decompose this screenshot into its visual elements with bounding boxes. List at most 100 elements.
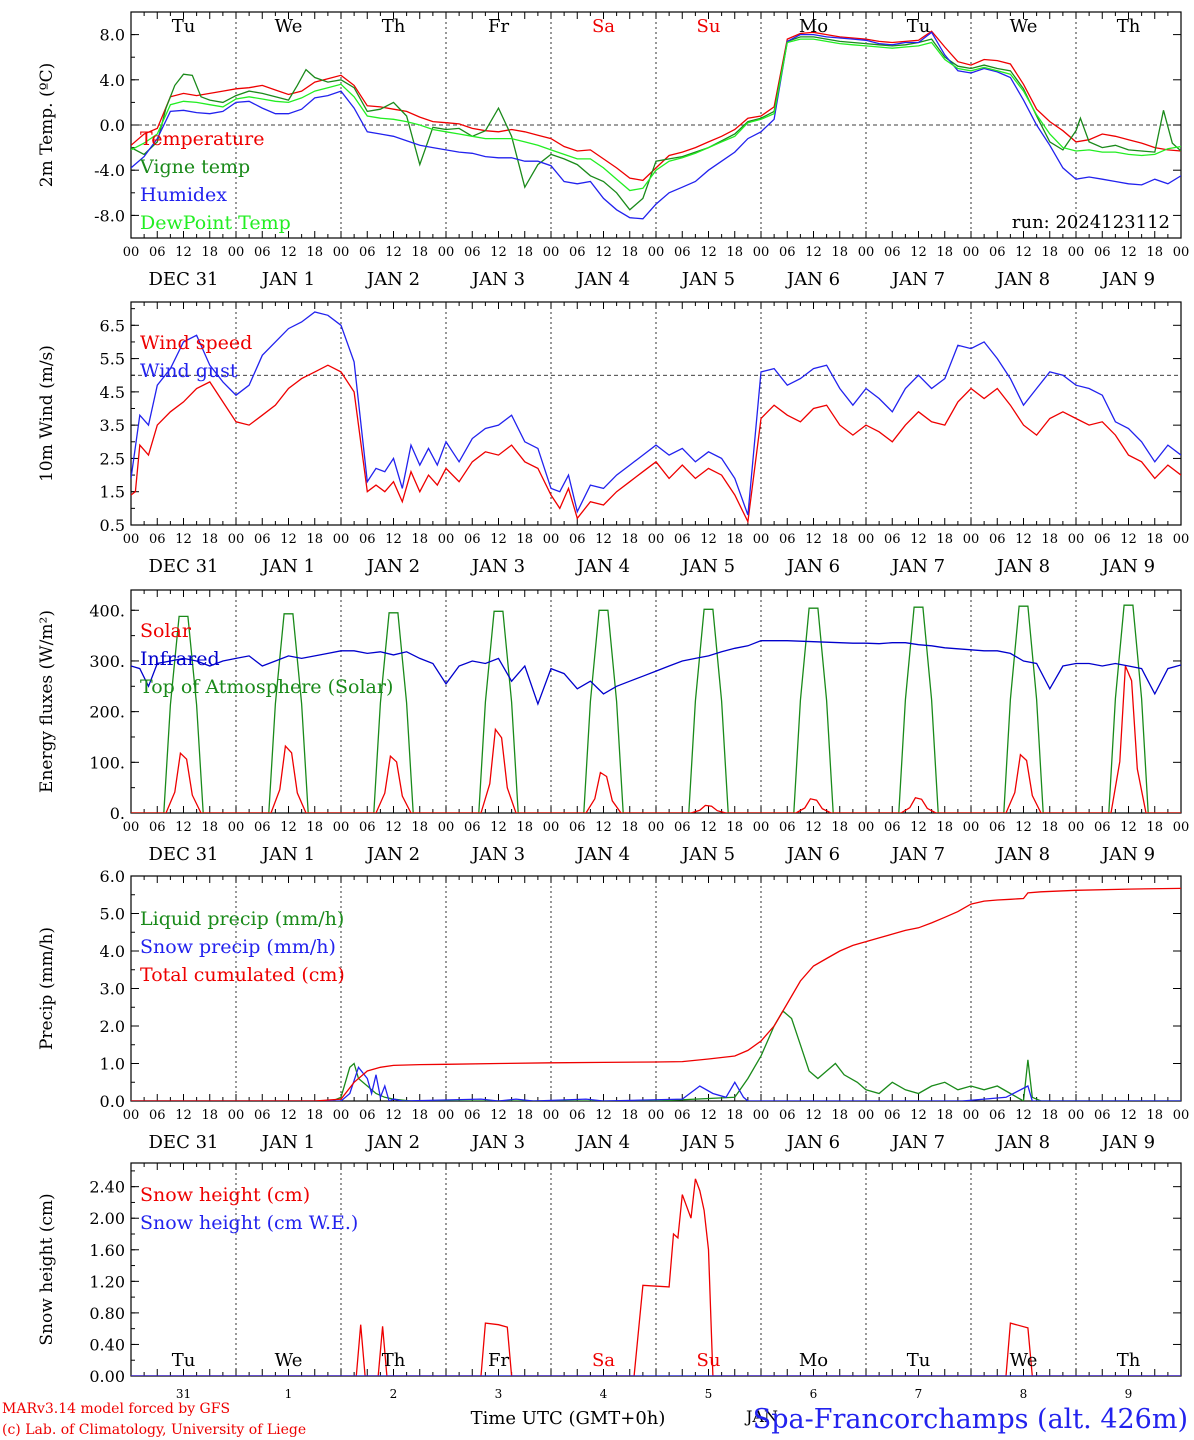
x-hour-label: 06 [149,245,166,260]
day-name-bottom: Mo [799,1350,828,1371]
x-hour-label: 00 [543,1108,560,1123]
x-date-label: DEC 31 [149,556,219,577]
series-line-snow-height-cm- [131,1178,1181,1376]
x-hour-label: 06 [569,1108,586,1123]
x-hour-label: 00 [438,1108,455,1123]
x-hour-label: 12 [1015,245,1032,260]
x-hour-label: 18 [1041,820,1058,835]
y-tick-label: 8.0 [100,26,125,45]
x-hour-label: 18 [1041,532,1058,547]
x-date-label: JAN 3 [470,269,525,290]
x-hour-label: 12 [805,1108,822,1123]
x-hour-label: 12 [385,245,402,260]
x-hour-label: 18 [306,820,323,835]
x-date-label: JAN 6 [785,1132,840,1153]
x-hour-label: 06 [254,245,271,260]
x-hour-label: 12 [1120,532,1137,547]
series-line-total-cumulated-cm- [131,887,1181,1101]
x-hour-label: 18 [516,820,533,835]
x-hour-label: 18 [621,245,638,260]
x-hour-label: 00 [438,532,455,547]
y-axis-title: Energy fluxes (W/m²) [37,610,57,793]
x-hour-label: 18 [831,820,848,835]
x-date-label: JAN 9 [1100,556,1155,577]
x-hour-label: 00 [1173,245,1190,260]
legend-entry: Solar [140,620,192,642]
y-axis-title: 10m Wind (m/s) [37,345,57,482]
x-date-label: JAN 4 [575,556,630,577]
x-hour-label: 18 [726,245,743,260]
x-date-label: JAN 9 [1100,844,1155,865]
x-hour-label: 18 [1146,245,1163,260]
legend-entry: Liquid precip (mm/h) [140,908,344,930]
x-hour-label: 18 [201,820,218,835]
x-hour-label: 18 [621,532,638,547]
x-hour-label: 18 [411,245,428,260]
x-hour-label: 00 [858,532,875,547]
day-name-bottom: Tu [172,1350,196,1371]
run-label: run: 2024123112 [1012,212,1170,233]
series-line-humidex [131,31,1181,220]
x-date-label: JAN 8 [995,1132,1050,1153]
x-hour-label: 06 [359,1108,376,1123]
credit-line-1: MARv3.14 model forced by GFS [2,1401,230,1417]
bottom-day-number: 7 [915,1387,923,1401]
x-hour-label: 00 [1068,1108,1085,1123]
x-hour-label: 12 [910,532,927,547]
credit-line-2: (c) Lab. of Climatology, University of L… [2,1422,306,1438]
day-name-bottom: Fr [488,1350,509,1371]
y-tick-label: -4.0 [94,161,125,180]
x-hour-label: 06 [989,1108,1006,1123]
x-hour-label: 06 [1094,532,1111,547]
x-hour-label: 06 [149,1108,166,1123]
x-hour-label: 12 [910,245,927,260]
x-hour-label: 00 [228,245,245,260]
x-date-label: DEC 31 [149,844,219,865]
x-hour-label: 06 [1094,245,1111,260]
chart-panel-4: 0.0 1.0 2.0 3.0 4.0 5.0 6.0 Precip (mm/h) 00 06 12… [37,867,1189,1153]
x-hour-label: 18 [516,1108,533,1123]
x-hour-label: 18 [1146,532,1163,547]
x-hour-label: 18 [1041,1108,1058,1123]
x-hour-label: 00 [123,532,140,547]
x-hour-label: 12 [490,245,507,260]
x-hour-label: 12 [805,820,822,835]
x-hour-label: 06 [779,532,796,547]
x-date-label: JAN 1 [260,844,315,865]
x-date-label: JAN 1 [260,269,315,290]
x-date-label: JAN 4 [575,844,630,865]
x-hour-label: 06 [569,245,586,260]
x-hour-label: 00 [543,820,560,835]
day-name-top: Th [382,16,406,37]
x-hour-label: 06 [779,820,796,835]
x-hour-label: 18 [516,532,533,547]
x-hour-label: 06 [989,245,1006,260]
x-hour-label: 12 [595,1108,612,1123]
legend-entry: Infrared [140,648,220,670]
x-hour-label: 18 [831,532,848,547]
x-hour-label: 12 [700,820,717,835]
y-tick-label: 0.00 [89,1367,125,1386]
x-date-label: JAN 7 [890,1132,945,1153]
x-hour-label: 06 [674,820,691,835]
y-tick-label: 6.5 [100,316,125,335]
x-hour-label: 06 [884,1108,901,1123]
x-date-label: JAN 1 [260,556,315,577]
month-label: JAN [744,1407,778,1426]
x-hour-label: 12 [1120,820,1137,835]
x-hour-label: 18 [201,245,218,260]
x-hour-label: 12 [700,1108,717,1123]
x-hour-label: 00 [753,532,770,547]
y-tick-label: -8.0 [94,206,125,225]
x-hour-label: 06 [254,1108,271,1123]
x-hour-label: 00 [963,245,980,260]
x-hour-label: 00 [333,532,350,547]
x-hour-label: 18 [936,532,953,547]
day-name-bottom: Sa [592,1350,615,1371]
x-hour-label: 06 [989,532,1006,547]
x-date-label: JAN 2 [365,556,420,577]
x-hour-label: 06 [989,820,1006,835]
x-hour-label: 12 [490,532,507,547]
x-hour-label: 00 [543,532,560,547]
series-line-top-of-atmosphere-solar- [131,604,1181,813]
